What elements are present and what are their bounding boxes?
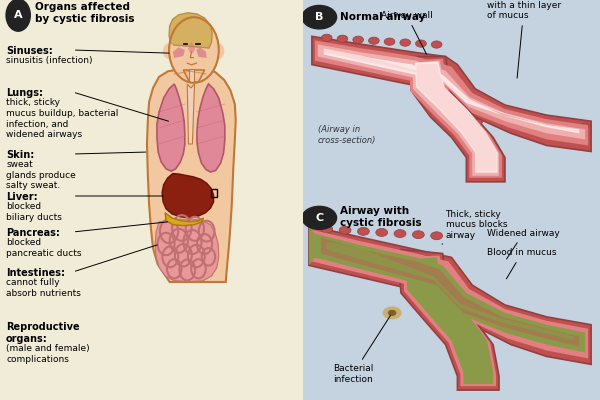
FancyBboxPatch shape xyxy=(300,0,600,204)
Polygon shape xyxy=(324,48,579,133)
Text: Reproductive
organs:: Reproductive organs: xyxy=(6,322,80,344)
Polygon shape xyxy=(312,230,588,358)
Circle shape xyxy=(337,35,348,42)
Circle shape xyxy=(394,230,406,238)
Polygon shape xyxy=(413,61,499,176)
Circle shape xyxy=(581,123,589,128)
Bar xyxy=(189,69,194,82)
Polygon shape xyxy=(312,36,591,152)
Text: A: A xyxy=(14,10,22,20)
Polygon shape xyxy=(321,238,579,346)
Circle shape xyxy=(412,231,424,239)
Text: blocked
biliary ducts: blocked biliary ducts xyxy=(6,202,62,222)
Text: (male and female)
complications: (male and female) complications xyxy=(6,344,89,364)
FancyBboxPatch shape xyxy=(300,200,600,400)
Polygon shape xyxy=(157,84,185,171)
Circle shape xyxy=(527,121,536,127)
Circle shape xyxy=(213,44,224,58)
Polygon shape xyxy=(407,56,505,182)
Text: cannot fully
absorb nutrients: cannot fully absorb nutrients xyxy=(6,278,81,298)
Polygon shape xyxy=(155,219,219,282)
Text: C: C xyxy=(315,213,323,223)
Text: Lungs:: Lungs: xyxy=(6,88,43,98)
Polygon shape xyxy=(184,70,205,82)
Text: thick, sticky
mucus buildup, bacterial
infection, and
widened airways: thick, sticky mucus buildup, bacterial i… xyxy=(6,98,118,139)
Text: Widened airway: Widened airway xyxy=(487,229,560,259)
Polygon shape xyxy=(196,47,206,58)
Polygon shape xyxy=(309,226,591,364)
Polygon shape xyxy=(415,62,497,173)
Polygon shape xyxy=(187,84,194,144)
Text: Bacterial
infection: Bacterial infection xyxy=(332,315,391,384)
Circle shape xyxy=(384,38,395,45)
Circle shape xyxy=(302,6,337,29)
Polygon shape xyxy=(188,42,196,53)
Text: blocked
pancreatic ducts: blocked pancreatic ducts xyxy=(6,238,82,258)
Circle shape xyxy=(368,37,379,44)
Text: sinusitis (infection): sinusitis (infection) xyxy=(6,56,92,65)
Text: Thick, sticky
mucus blocks
airway: Thick, sticky mucus blocks airway xyxy=(442,210,507,244)
Circle shape xyxy=(358,228,370,235)
Circle shape xyxy=(322,34,332,42)
Polygon shape xyxy=(404,256,496,386)
Polygon shape xyxy=(162,174,214,218)
Polygon shape xyxy=(173,47,185,58)
Circle shape xyxy=(321,225,333,233)
Polygon shape xyxy=(410,58,502,178)
Polygon shape xyxy=(309,226,315,265)
Circle shape xyxy=(501,120,509,126)
Text: Pancreas:: Pancreas: xyxy=(6,228,60,238)
Text: B: B xyxy=(315,12,323,22)
Text: Airway with
cystic fibrosis: Airway with cystic fibrosis xyxy=(340,206,422,228)
Circle shape xyxy=(353,36,364,43)
Circle shape xyxy=(383,307,401,319)
Circle shape xyxy=(431,41,442,48)
Polygon shape xyxy=(169,13,212,48)
Circle shape xyxy=(474,119,482,125)
Text: Airway wall: Airway wall xyxy=(381,11,433,54)
Circle shape xyxy=(389,310,395,315)
Circle shape xyxy=(376,228,388,236)
Text: Skin:: Skin: xyxy=(6,150,34,160)
Polygon shape xyxy=(315,234,585,352)
Polygon shape xyxy=(398,250,499,390)
Polygon shape xyxy=(197,84,225,172)
Circle shape xyxy=(164,44,175,58)
Bar xyxy=(211,189,217,197)
Text: Airway lined
with a thin layer
of mucus: Airway lined with a thin layer of mucus xyxy=(487,0,561,78)
Text: Normal airway: Normal airway xyxy=(340,12,425,22)
Polygon shape xyxy=(324,49,579,132)
Text: Organs affected
by cystic fibrosis: Organs affected by cystic fibrosis xyxy=(35,2,134,24)
Text: Sinuses:: Sinuses: xyxy=(6,46,53,56)
Polygon shape xyxy=(407,258,493,384)
Circle shape xyxy=(416,40,426,47)
Text: sweat
glands produce
salty sweat.: sweat glands produce salty sweat. xyxy=(6,160,76,190)
Polygon shape xyxy=(147,69,236,282)
Polygon shape xyxy=(327,242,573,340)
Circle shape xyxy=(448,118,455,124)
Polygon shape xyxy=(165,213,203,226)
Circle shape xyxy=(431,232,443,240)
Circle shape xyxy=(169,17,219,83)
Circle shape xyxy=(302,206,337,229)
Text: Blood in mucus: Blood in mucus xyxy=(487,248,557,279)
Circle shape xyxy=(339,226,351,234)
Polygon shape xyxy=(416,64,497,171)
Circle shape xyxy=(6,0,30,31)
Polygon shape xyxy=(315,40,588,146)
Text: (Airway in
cross-section): (Airway in cross-section) xyxy=(318,125,376,145)
Text: Liver:: Liver: xyxy=(6,192,38,202)
Circle shape xyxy=(400,39,410,46)
Circle shape xyxy=(554,122,563,128)
Polygon shape xyxy=(318,44,585,139)
Text: Intestines:: Intestines: xyxy=(6,268,65,278)
